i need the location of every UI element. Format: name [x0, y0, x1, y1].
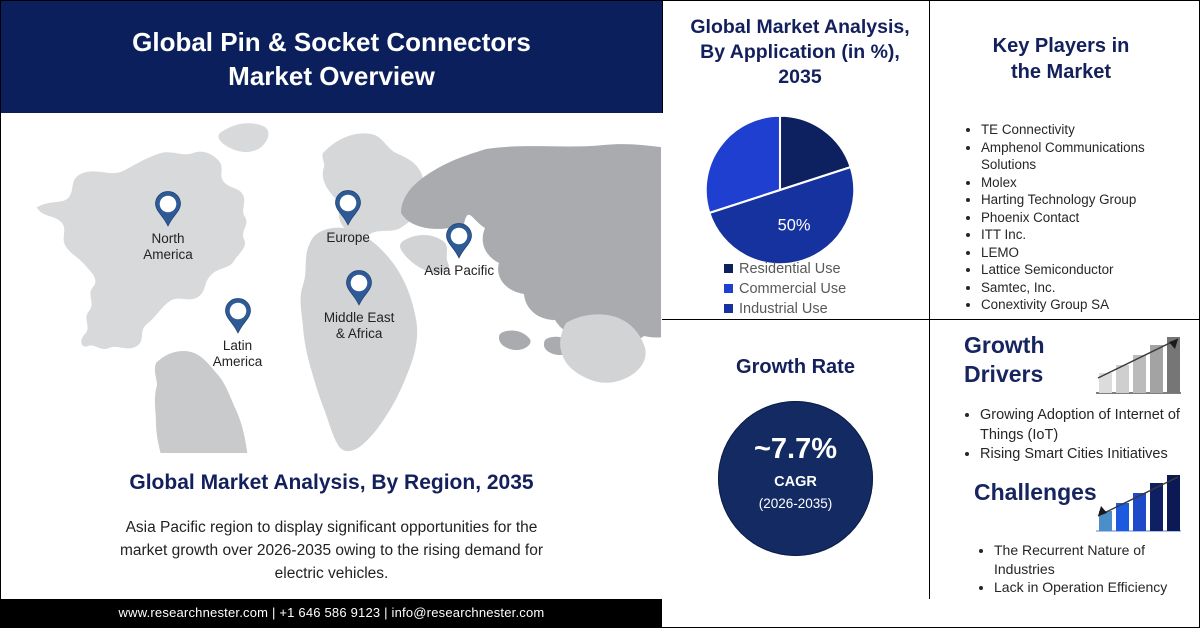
svg-text:50%: 50%: [778, 217, 811, 235]
